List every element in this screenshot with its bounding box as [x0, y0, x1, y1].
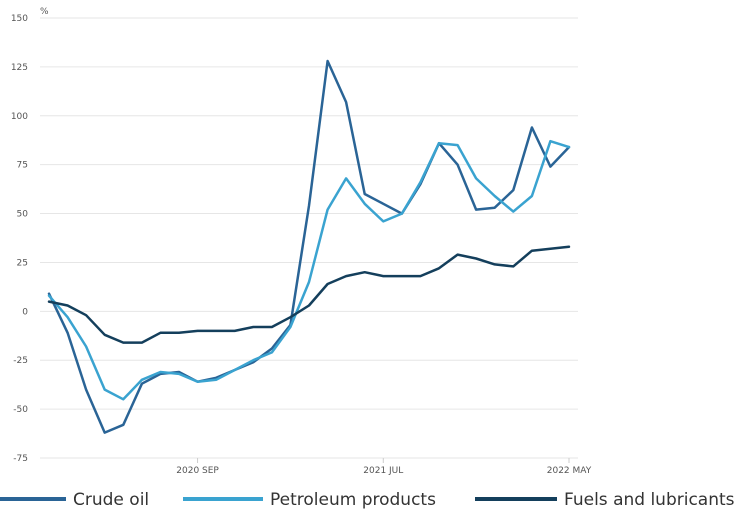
series-line-petroleum-products [47, 139, 571, 401]
y-tick-label: -25 [13, 356, 28, 366]
series-line-crude-oil [47, 59, 571, 434]
y-tick-label: 25 [17, 258, 28, 268]
x-axis-ticks: 2020 SEP 2021 JUL 2022 MAY [176, 458, 592, 476]
grid-lines [40, 17, 578, 459]
legend: Crude oil Petroleum products Fuels and lub… [0, 490, 735, 510]
series-lines [47, 59, 571, 434]
y-tick-label: -75 [13, 454, 28, 464]
legend-label: Fuels and lubricants [564, 490, 735, 510]
legend-label: Petroleum products [270, 490, 436, 510]
y-axis-unit-label: % [40, 7, 49, 17]
y-tick-label: 150 [11, 14, 28, 24]
x-tick-label: 2021 JUL [363, 466, 403, 476]
y-tick-label: -50 [13, 405, 28, 415]
y-axis-ticks: -75 -50 -25 0 25 50 75 100 125 150 [11, 14, 28, 464]
x-tick-label: 2020 SEP [176, 466, 219, 476]
y-tick-label: 125 [11, 63, 28, 73]
y-tick-label: 75 [17, 161, 28, 171]
y-tick-label: 50 [17, 210, 29, 220]
series-line-fuels-and-lubricants [47, 245, 571, 344]
legend-label: Crude oil [73, 490, 149, 510]
y-tick-label: 100 [11, 112, 28, 122]
y-tick-label: 0 [22, 307, 28, 317]
x-tick-label: 2022 MAY [547, 466, 592, 476]
